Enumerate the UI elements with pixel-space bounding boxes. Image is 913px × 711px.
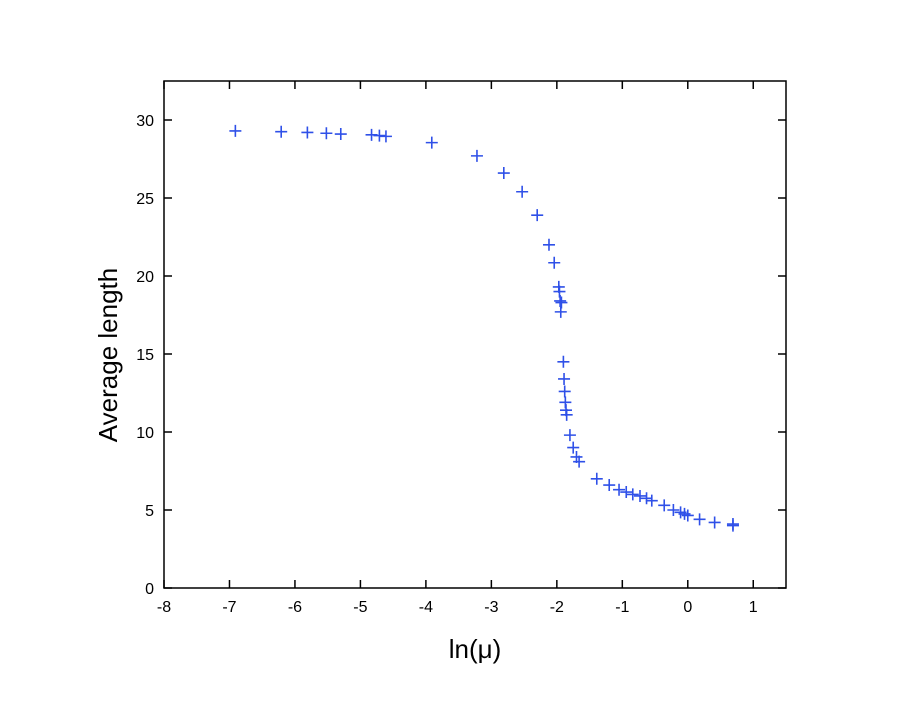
point — [726, 519, 739, 532]
point — [667, 504, 680, 516]
x-tick-label: -7 — [222, 599, 236, 616]
point — [708, 516, 721, 529]
y-tick-label: 25 — [136, 191, 154, 208]
point — [558, 385, 571, 398]
y-tick-label: 20 — [136, 269, 154, 286]
point — [658, 499, 671, 512]
point — [554, 294, 567, 307]
point — [558, 372, 571, 385]
point — [633, 489, 646, 502]
point — [497, 167, 510, 180]
x-tick-label: -2 — [550, 599, 564, 616]
point — [542, 238, 555, 251]
point — [320, 127, 333, 140]
x-tick-label: 0 — [683, 599, 692, 616]
x-tick-label: -6 — [288, 599, 302, 616]
point — [516, 185, 529, 198]
point — [548, 256, 561, 269]
point — [613, 483, 626, 496]
y-tick-label: 15 — [136, 347, 154, 364]
point — [229, 124, 242, 137]
x-tick-label: -4 — [419, 599, 433, 616]
point — [620, 486, 633, 499]
point — [693, 513, 706, 526]
point — [379, 130, 392, 143]
x-axis-label: ln(μ) — [449, 634, 502, 664]
point — [470, 149, 483, 162]
point — [626, 488, 639, 501]
point — [681, 509, 694, 522]
point — [557, 355, 570, 368]
point — [554, 305, 567, 318]
point — [334, 128, 347, 141]
point — [275, 125, 288, 138]
point — [573, 455, 586, 468]
point — [301, 126, 314, 139]
y-tick-label: 0 — [145, 581, 154, 598]
point — [603, 479, 616, 492]
y-tick-label: 10 — [136, 425, 154, 442]
x-tick-label: -1 — [615, 599, 629, 616]
point — [645, 494, 658, 507]
x-tick-label: 1 — [749, 599, 758, 616]
point — [531, 209, 544, 222]
point — [640, 492, 653, 505]
point — [590, 472, 603, 485]
x-tick-label: -3 — [484, 599, 498, 616]
point — [425, 136, 438, 149]
y-axis-label: Average length — [93, 268, 123, 442]
plot-frame — [163, 80, 787, 589]
point — [563, 429, 576, 442]
point — [560, 408, 573, 421]
x-tick-label: -5 — [353, 599, 367, 616]
point — [567, 441, 580, 454]
x-tick-label: -8 — [157, 599, 171, 616]
y-tick-label: 30 — [136, 113, 154, 130]
y-tick-label: 5 — [145, 503, 154, 520]
